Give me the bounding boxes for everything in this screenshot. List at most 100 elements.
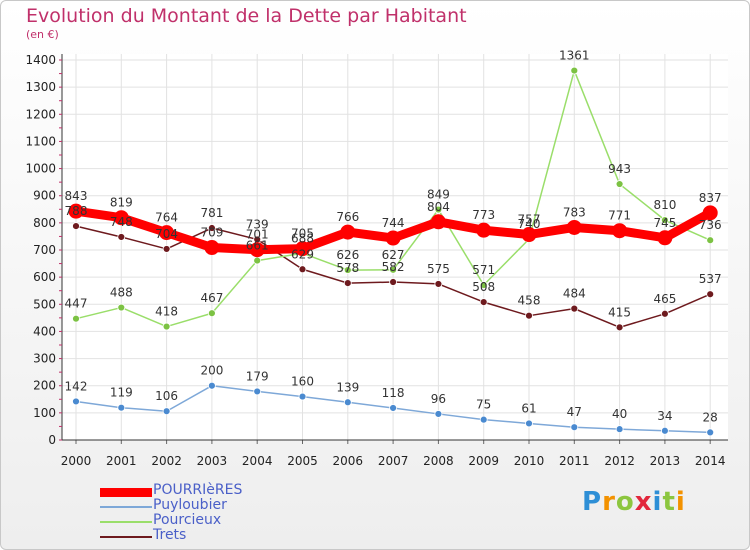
logo-letter: r [602,487,616,517]
data-point-pourri-res [521,227,537,243]
legend-swatch-pourrieres [100,488,152,497]
data-point-puyloubier [253,387,262,396]
data-label-trets: 578 [336,261,359,275]
data-point-trets [434,280,443,288]
x-tick-label: 2006 [333,454,364,468]
y-tick-label: 900 [33,189,56,203]
data-point-trets [162,245,171,253]
data-label-pourcieux: 1361 [559,49,590,63]
legend-swatch-trets [100,536,152,538]
data-label-pourri-res: 804 [427,200,450,214]
y-tick-label: 1000 [25,162,56,176]
data-label-trets: 629 [291,247,314,261]
x-tick-label: 2010 [514,454,545,468]
data-point-trets [706,290,715,299]
data-point-pourri-res [159,225,175,241]
data-point-pourri-res [340,224,356,240]
data-label-trets: 458 [518,294,541,308]
data-point-trets [117,233,126,241]
data-label-puyloubier: 142 [65,379,88,393]
data-label-pourri-res: 771 [608,209,631,223]
logo-letter: P [582,487,603,517]
legend-swatch-pourcieux [100,521,152,523]
data-label-pourcieux: 661 [246,239,269,253]
y-tick-label: 1100 [25,134,56,148]
y-tick-label: 800 [33,216,56,230]
data-point-trets [661,309,669,318]
logo-letter: x [634,487,653,517]
data-point-puyloubier [661,426,669,435]
data-label-trets: 415 [608,305,631,319]
x-tick-label: 2005 [287,454,318,468]
data-label-pourri-res: 701 [246,228,269,242]
data-label-pourri-res: 745 [653,216,676,230]
data-label-pourri-res: 837 [699,191,722,205]
data-point-pourcieux [117,303,126,312]
logo-letter: i [652,487,663,517]
data-point-trets [72,222,80,231]
data-point-trets [298,265,307,274]
data-point-pourri-res [113,210,129,226]
data-label-pourcieux: 467 [200,291,223,305]
data-point-pourri-res [204,240,220,256]
data-label-pourri-res: 783 [563,205,586,219]
legend-label-pourcieux: Pourcieux [153,512,222,528]
data-point-pourcieux [661,216,669,225]
data-point-puyloubier [343,398,352,407]
logo-letter: o [615,487,635,517]
data-label-pourcieux: 736 [699,218,722,232]
data-label-trets: 575 [427,262,450,276]
x-tick-label: 2004 [242,454,273,468]
data-point-trets [479,298,488,307]
data-label-puyloubier: 75 [476,398,491,412]
data-point-pourri-res [657,230,673,246]
y-tick-label: 1200 [25,107,56,121]
data-point-puyloubier [706,428,715,437]
data-label-trets: 748 [110,215,133,229]
data-label-puyloubier: 160 [291,375,314,389]
data-label-pourcieux: 418 [155,305,178,319]
y-tick-label: 700 [33,243,56,257]
data-point-puyloubier [298,392,307,401]
data-point-trets [389,278,398,286]
legend-swatch-puyloubier [100,506,152,508]
data-label-pourri-res: 757 [518,213,541,227]
plot-area [62,54,728,440]
data-label-trets: 582 [382,260,405,274]
y-tick-label: 100 [33,406,56,420]
proxiti-logo: Proxiti [582,487,686,517]
data-point-pourcieux [253,256,262,265]
data-point-pourri-res [612,223,628,239]
data-label-puyloubier: 34 [657,409,672,423]
data-label-puyloubier: 106 [155,389,178,403]
data-label-puyloubier: 179 [246,369,269,383]
data-point-pourcieux [706,236,715,245]
data-label-puyloubier: 61 [521,401,536,415]
x-tick-label: 2009 [468,454,499,468]
data-label-pourri-res: 843 [65,189,88,203]
data-label-trets: 704 [155,227,178,241]
logo-letter: t [662,487,676,517]
data-point-pourri-res [476,222,492,238]
data-label-trets: 739 [246,217,269,231]
logo-letter: i [675,487,686,517]
data-label-pourcieux: 740 [518,217,541,231]
data-label-puyloubier: 40 [612,407,627,421]
data-point-pourri-res [430,214,446,230]
x-tick-label: 2003 [197,454,228,468]
y-tick-label: 1300 [25,80,56,94]
y-tick-label: 0 [48,433,56,447]
x-tick-label: 2002 [151,454,182,468]
data-point-pourri-res [249,242,265,258]
data-point-puyloubier [389,404,398,412]
data-point-pourri-res [566,219,582,235]
data-point-pourcieux [207,309,216,318]
data-label-trets: 484 [563,287,586,301]
x-tick-label: 2007 [378,454,409,468]
data-point-puyloubier [570,423,579,432]
data-point-pourcieux [343,266,352,274]
data-label-trets: 465 [653,292,676,306]
data-label-pourcieux: 488 [110,286,133,300]
data-point-pourri-res [295,241,310,257]
data-point-pourcieux [389,265,398,274]
